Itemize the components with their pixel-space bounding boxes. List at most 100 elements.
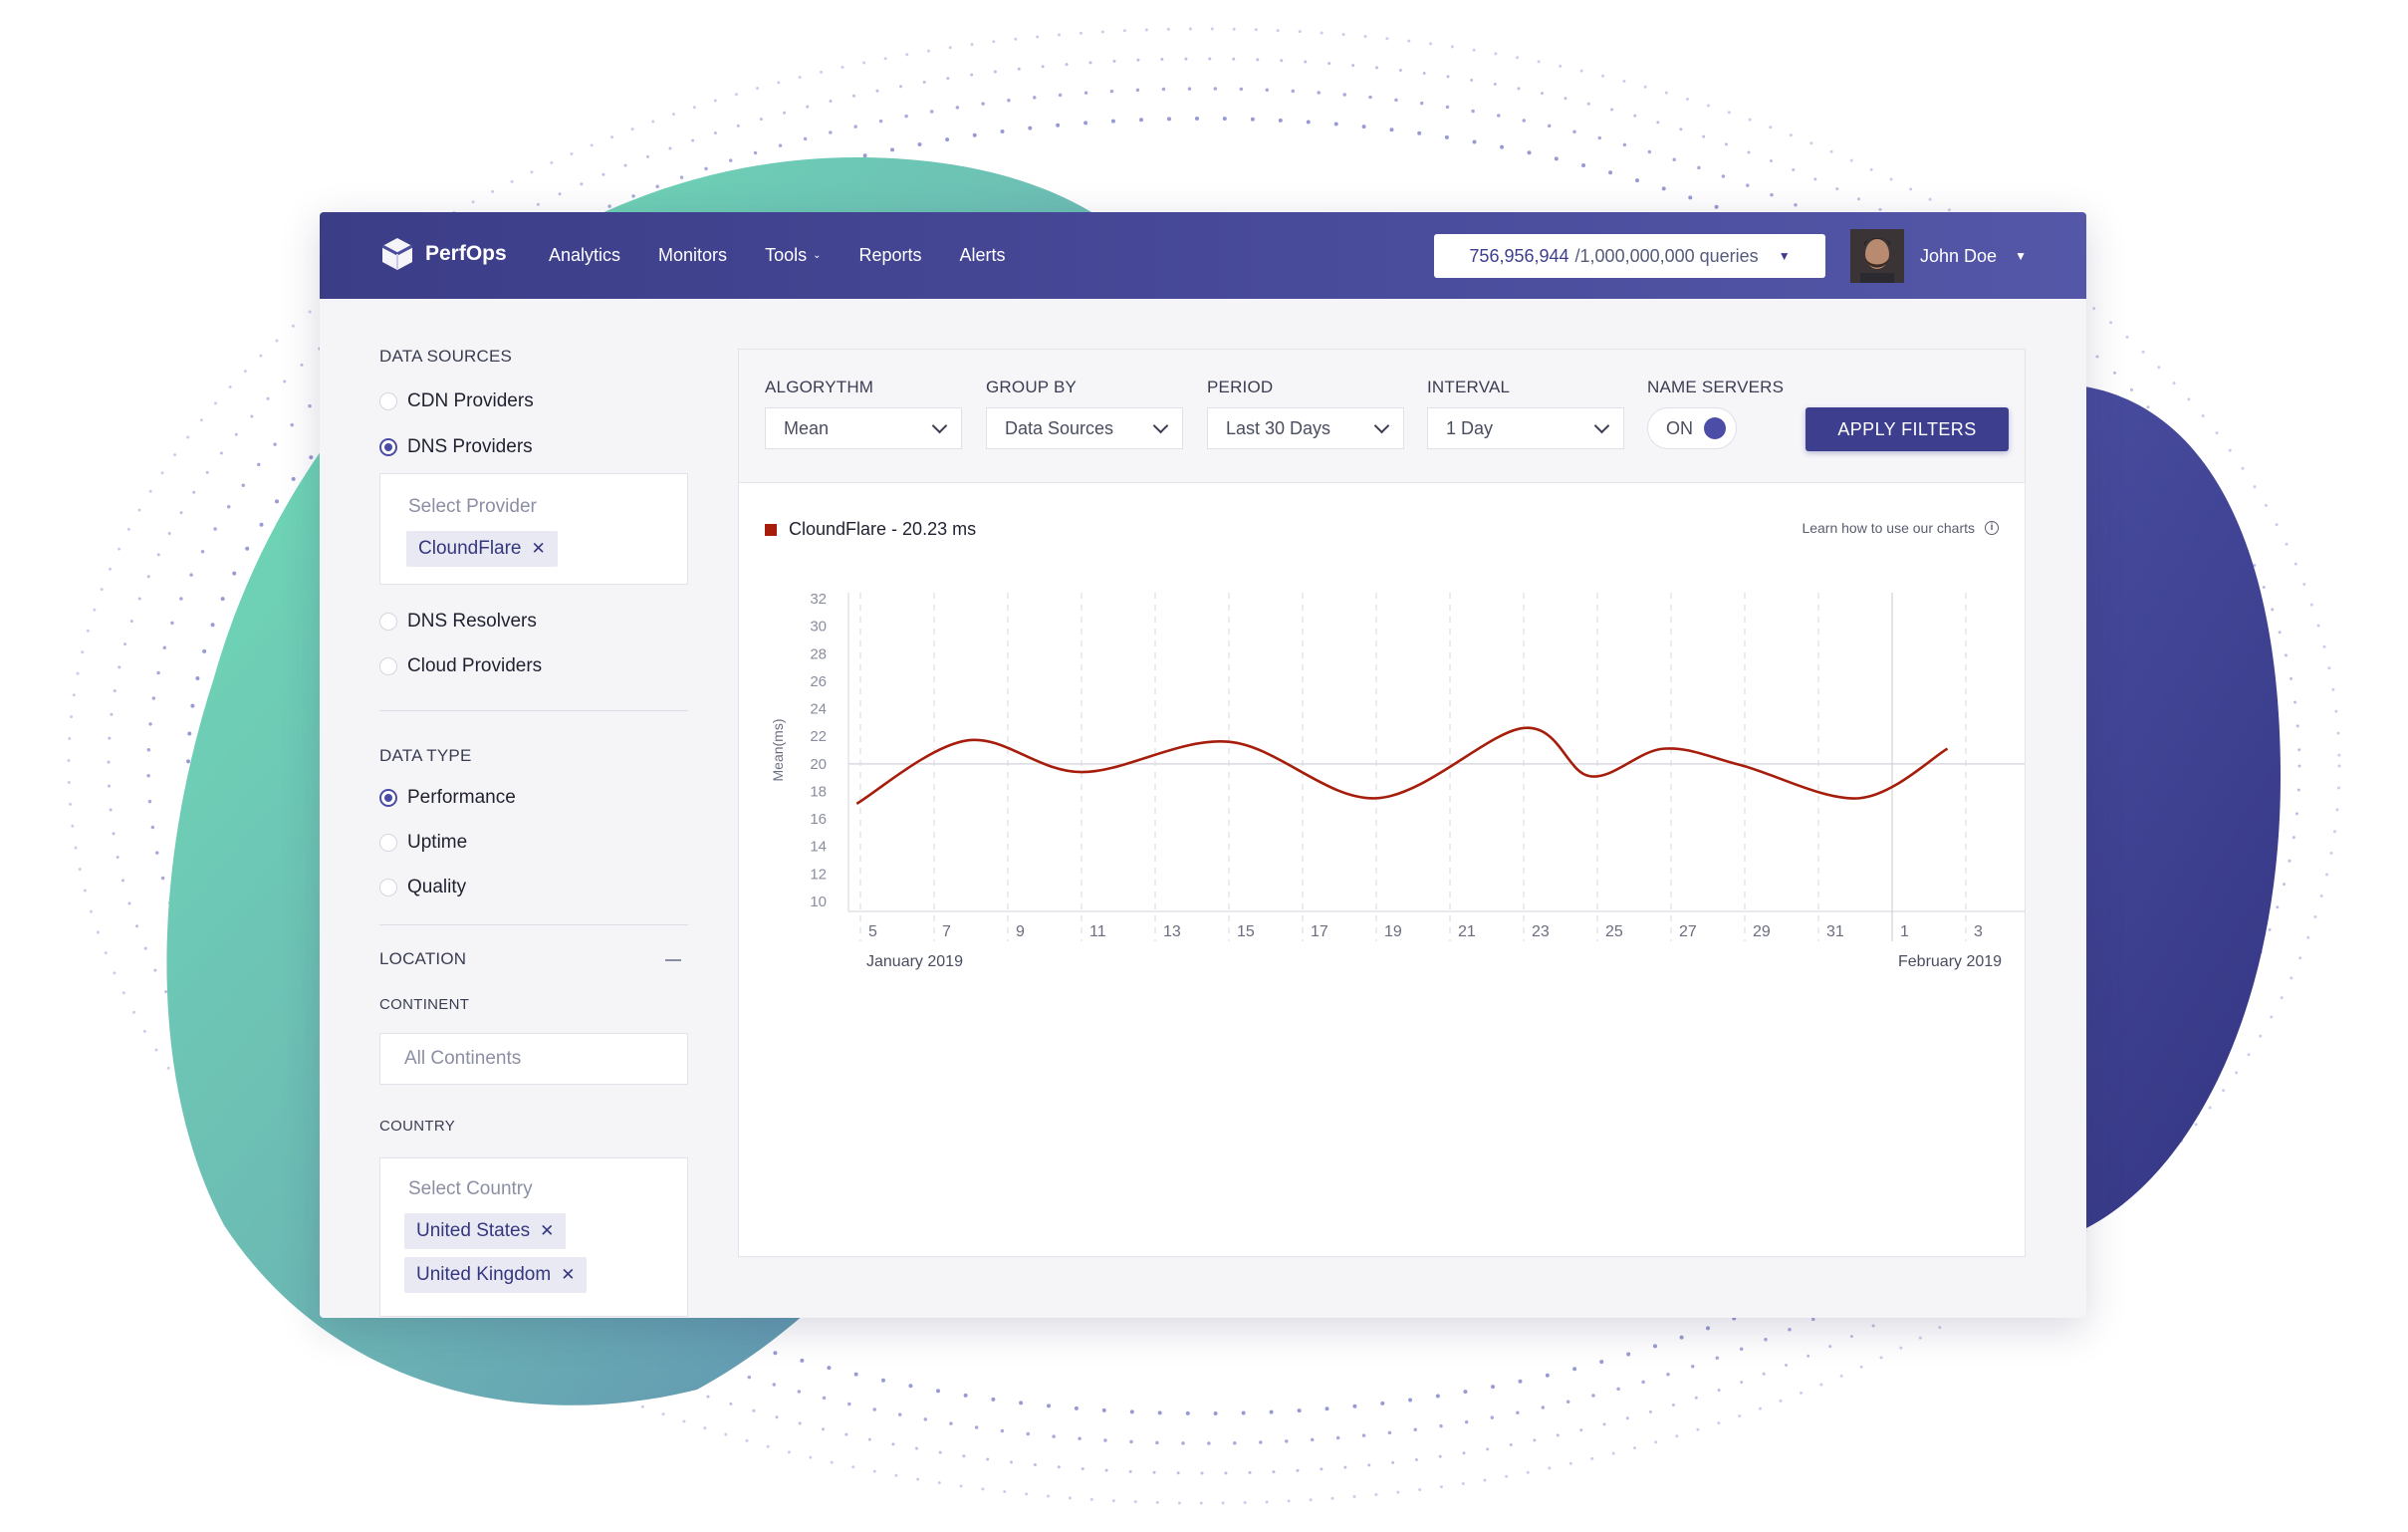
x-group-label: February 2019 [1898, 953, 2002, 970]
radio-circle [379, 613, 397, 631]
period-label: PERIOD [1207, 378, 1274, 396]
nav-analytics[interactable]: Analytics [549, 245, 620, 266]
radio-circle-checked [379, 789, 397, 807]
x-tick-label: 23 [1532, 923, 1550, 940]
group-by-label: GROUP BY [986, 378, 1078, 396]
chevron-down-icon [931, 417, 948, 434]
y-tick-label: 30 [810, 619, 827, 636]
user-menu[interactable]: John Doe ▼ [1850, 229, 2027, 283]
x-tick-label: 3 [1974, 923, 1983, 940]
x-tick-label: 13 [1163, 923, 1181, 940]
radio-cloud-providers[interactable]: Cloud Providers [379, 655, 542, 677]
group-by-select[interactable]: Data Sources [986, 407, 1183, 449]
interval-label: INTERVAL [1427, 378, 1511, 396]
x-tick-label: 19 [1384, 923, 1402, 940]
close-icon[interactable]: ✕ [531, 539, 546, 558]
data-sources-title: DATA SOURCES [379, 347, 513, 366]
x-group-label: January 2019 [866, 953, 963, 970]
series-line-cloundflare [855, 726, 1949, 806]
y-axis-label: Mean(ms) [770, 718, 786, 781]
app-window: PerfOps Analytics Monitors Tools ⌄ Report… [320, 212, 2086, 1318]
legend-swatch [765, 523, 777, 536]
nav-tools[interactable]: Tools ⌄ [765, 245, 821, 266]
close-icon[interactable]: ✕ [561, 1265, 576, 1284]
brand[interactable]: PerfOps [379, 236, 507, 272]
chart-legend: CloundFlare - 20.23 ms [765, 519, 976, 540]
provider-chip[interactable]: CloundFlare ✕ [406, 531, 558, 567]
radio-cdn-providers[interactable]: CDN Providers [379, 390, 534, 412]
group-by-value: Data Sources [1005, 417, 1114, 438]
nav-alerts-label: Alerts [959, 245, 1006, 265]
perfops-logo-icon [381, 238, 413, 270]
interval-value: 1 Day [1446, 417, 1494, 438]
algorithm-label: ALGORYTHM [765, 378, 874, 396]
nav-reports[interactable]: Reports [858, 245, 921, 266]
radio-dns-providers[interactable]: DNS Providers [379, 436, 533, 458]
y-tick-label: 16 [810, 811, 827, 828]
radio-circle [379, 879, 397, 896]
y-tick-label: 12 [810, 866, 827, 883]
y-tick-label: 22 [810, 728, 827, 745]
chart-help-link[interactable]: Learn how to use our charts i [1802, 520, 1999, 536]
country-chip[interactable]: United Kingdom ✕ [404, 1257, 588, 1293]
provider-placeholder: Select Provider [408, 496, 537, 517]
brand-name: PerfOps [425, 242, 507, 265]
location-title: LOCATION [379, 949, 467, 968]
radio-performance[interactable]: Performance [379, 787, 516, 809]
chart-panel: ALGORYTHM Mean GROUP BY Data Sources PER… [738, 349, 2026, 1257]
radio-uptime[interactable]: Uptime [379, 832, 467, 854]
radio-label: DNS Resolvers [407, 611, 537, 632]
chevron-down-icon [1593, 417, 1610, 434]
chevron-down-icon [1152, 417, 1169, 434]
main-menu: Analytics Monitors Tools ⌄ Reports Alerts [549, 212, 1044, 299]
x-tick-label: 7 [942, 923, 951, 940]
radio-circle [379, 392, 397, 410]
data-type-title: DATA TYPE [379, 746, 472, 765]
toggle-knob [1704, 417, 1726, 439]
continent-placeholder: All Continents [404, 1048, 522, 1069]
country-select[interactable]: Select Country United States ✕ United Ki… [379, 1157, 688, 1317]
x-tick-label: 29 [1753, 923, 1771, 940]
radio-label: Uptime [407, 832, 468, 853]
radio-circle-checked [379, 438, 397, 456]
nav-monitors-label: Monitors [658, 245, 728, 265]
chip-label: CloundFlare [418, 538, 522, 559]
x-tick-label: 17 [1311, 923, 1328, 940]
apply-filters-button[interactable]: APPLY FILTERS [1806, 407, 2009, 451]
provider-select[interactable]: Select Provider CloundFlare ✕ [379, 473, 688, 585]
name-servers-label: NAME SERVERS [1647, 378, 1785, 396]
nav-alerts[interactable]: Alerts [960, 245, 1006, 266]
radio-label: DNS Providers [407, 436, 533, 457]
help-text: Learn how to use our charts [1802, 520, 1975, 536]
continent-select[interactable]: All Continents [379, 1033, 688, 1085]
interval-select[interactable]: 1 Day [1427, 407, 1624, 449]
chip-label: United States [416, 1220, 531, 1241]
x-tick-label: 15 [1237, 923, 1255, 940]
name-servers-toggle[interactable]: ON [1647, 407, 1737, 449]
quota-limit: /1,000,000,000 queries [1574, 245, 1759, 266]
period-select[interactable]: Last 30 Days [1207, 407, 1404, 449]
y-tick-label: 32 [810, 591, 827, 608]
divider [379, 924, 688, 925]
x-tick-label: 5 [868, 923, 877, 940]
algorithm-value: Mean [784, 417, 830, 438]
x-tick-label: 11 [1089, 923, 1106, 940]
user-name: John Doe [1920, 245, 1998, 266]
top-navigation: PerfOps Analytics Monitors Tools ⌄ Report… [320, 212, 2086, 299]
caret-down-icon: ▼ [2015, 249, 2027, 263]
collapse-icon[interactable] [665, 959, 681, 961]
query-quota-dropdown[interactable]: 756,956,944 /1,000,000,000 queries ▼ [1434, 234, 1825, 278]
continent-label: CONTINENT [379, 996, 470, 1013]
radio-label: Quality [407, 877, 467, 897]
y-tick-label: 26 [810, 673, 827, 690]
radio-label: CDN Providers [407, 390, 534, 411]
algorithm-select[interactable]: Mean [765, 407, 962, 449]
filter-bar: ALGORYTHM Mean GROUP BY Data Sources PER… [739, 350, 2025, 483]
x-tick-label: 21 [1458, 923, 1476, 940]
nav-monitors[interactable]: Monitors [658, 245, 727, 266]
x-tick-label: 1 [1900, 923, 1909, 940]
close-icon[interactable]: ✕ [540, 1221, 555, 1240]
country-chip[interactable]: United States ✕ [404, 1213, 567, 1249]
radio-quality[interactable]: Quality [379, 877, 466, 898]
radio-dns-resolvers[interactable]: DNS Resolvers [379, 611, 537, 633]
